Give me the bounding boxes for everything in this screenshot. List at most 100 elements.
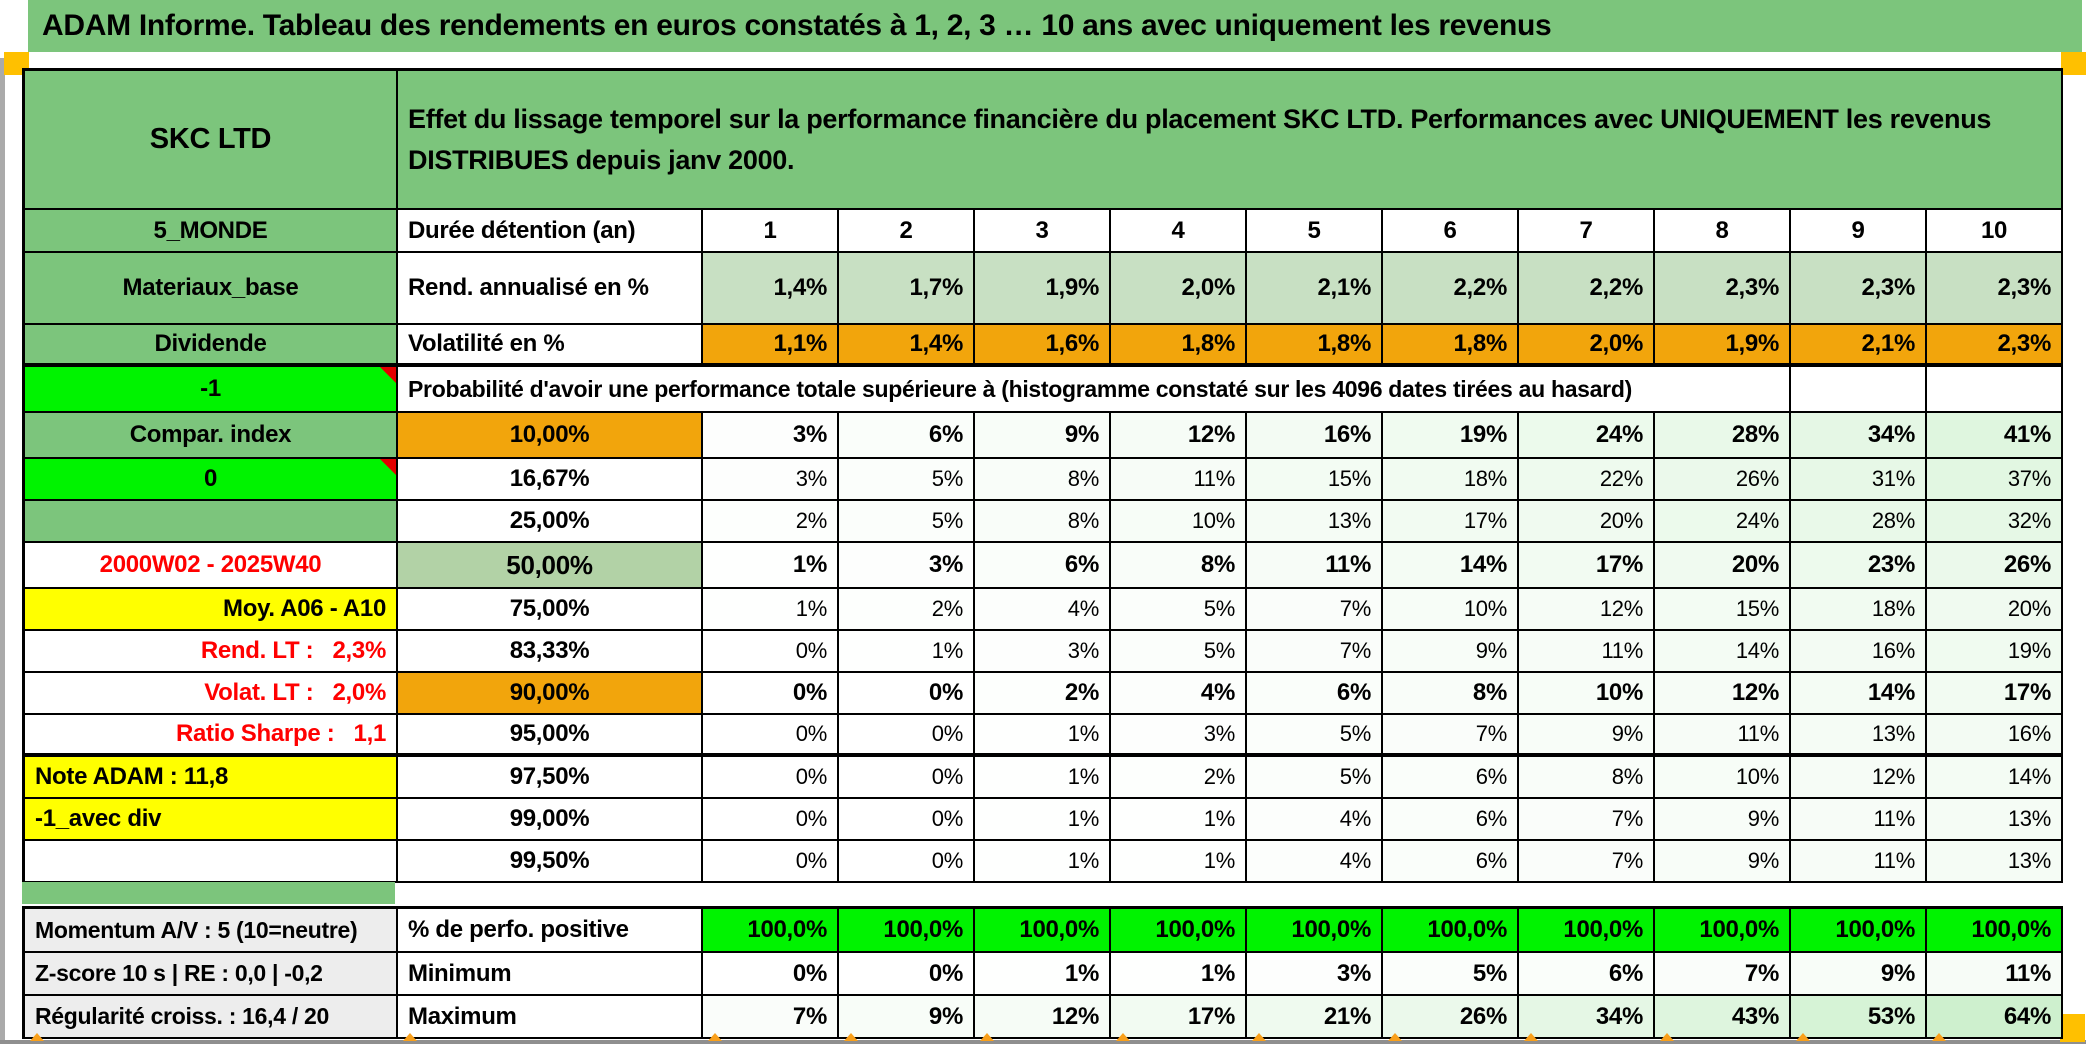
summary-row-1-label[interactable]: % de perfo. positive [398,909,703,953]
description-cell[interactable]: Effet du lissage temporel sur la perform… [398,71,2063,210]
prob-value-5-1[interactable]: 1% [703,589,839,631]
prob-value-1-7[interactable]: 24% [1519,413,1655,459]
prob-value-3-7[interactable]: 20% [1519,501,1655,543]
prob-value-1-5[interactable]: 16% [1247,413,1383,459]
prob-value-2-7[interactable]: 22% [1519,459,1655,501]
prob-value-10-4[interactable]: 1% [1111,799,1247,841]
prob-value-7-6[interactable]: 8% [1383,673,1519,715]
annualized-value-8[interactable]: 2,3% [1655,253,1791,325]
prob-row-4-left[interactable]: 2000W02 - 2025W40 [25,543,398,589]
summary-value-2-6[interactable]: 5% [1383,953,1519,996]
prob-value-5-10[interactable]: 20% [1927,589,2063,631]
volatility-value-9[interactable]: 2,1% [1791,325,1927,367]
probability-note-empty-2[interactable] [1927,367,2063,413]
summary-value-1-10[interactable]: 100,0% [1927,909,2063,953]
prob-value-7-2[interactable]: 0% [839,673,975,715]
prob-value-10-5[interactable]: 4% [1247,799,1383,841]
annualized-label-cell[interactable]: Rend. annualisé en % [398,253,703,325]
prob-row-11-left[interactable] [25,841,398,883]
prob-value-9-10[interactable]: 14% [1927,757,2063,799]
prob-value-8-4[interactable]: 3% [1111,715,1247,757]
prob-value-1-1[interactable]: 3% [703,413,839,459]
summary-value-3-10[interactable]: 64% [1927,996,2063,1039]
green-spacer-cell[interactable] [22,882,395,904]
prob-threshold-5[interactable]: 75,00% [398,589,703,631]
prob-value-7-9[interactable]: 14% [1791,673,1927,715]
prob-value-8-5[interactable]: 5% [1247,715,1383,757]
summary-value-1-6[interactable]: 100,0% [1383,909,1519,953]
prob-value-8-8[interactable]: 11% [1655,715,1791,757]
probability-note-cell[interactable]: Probabilité d'avoir une performance tota… [398,367,1791,413]
prob-value-6-9[interactable]: 16% [1791,631,1927,673]
prob-value-11-6[interactable]: 6% [1383,841,1519,883]
prob-value-8-2[interactable]: 0% [839,715,975,757]
prob-value-10-9[interactable]: 11% [1791,799,1927,841]
prob-value-5-4[interactable]: 5% [1111,589,1247,631]
prob-value-8-10[interactable]: 16% [1927,715,2063,757]
prob-value-10-6[interactable]: 6% [1383,799,1519,841]
annualized-value-6[interactable]: 2,2% [1383,253,1519,325]
prob-value-1-4[interactable]: 12% [1111,413,1247,459]
prob-value-3-2[interactable]: 5% [839,501,975,543]
volatility-left-cell[interactable]: Dividende [25,325,398,367]
prob-value-5-2[interactable]: 2% [839,589,975,631]
annualized-value-9[interactable]: 2,3% [1791,253,1927,325]
prob-value-1-6[interactable]: 19% [1383,413,1519,459]
fund-name-cell[interactable]: SKC LTD [25,71,398,210]
prob-value-9-3[interactable]: 1% [975,757,1111,799]
prob-value-11-7[interactable]: 7% [1519,841,1655,883]
prob-value-5-8[interactable]: 15% [1655,589,1791,631]
prob-value-6-1[interactable]: 0% [703,631,839,673]
prob-value-3-8[interactable]: 24% [1655,501,1791,543]
duration-label-cell[interactable]: Durée détention (an) [398,210,703,253]
annualized-value-5[interactable]: 2,1% [1247,253,1383,325]
prob-value-11-9[interactable]: 11% [1791,841,1927,883]
probability-note-empty-1[interactable] [1791,367,1927,413]
prob-value-8-3[interactable]: 1% [975,715,1111,757]
prob-value-9-2[interactable]: 0% [839,757,975,799]
prob-value-3-6[interactable]: 17% [1383,501,1519,543]
prob-value-4-6[interactable]: 14% [1383,543,1519,589]
prob-value-2-10[interactable]: 37% [1927,459,2063,501]
prob-value-2-8[interactable]: 26% [1655,459,1791,501]
prob-value-2-4[interactable]: 11% [1111,459,1247,501]
prob-value-10-8[interactable]: 9% [1655,799,1791,841]
prob-value-5-9[interactable]: 18% [1791,589,1927,631]
prob-value-2-2[interactable]: 5% [839,459,975,501]
summary-value-3-8[interactable]: 43% [1655,996,1791,1039]
prob-threshold-10[interactable]: 99,00% [398,799,703,841]
prob-value-9-6[interactable]: 6% [1383,757,1519,799]
prob-value-7-1[interactable]: 0% [703,673,839,715]
prob-value-3-9[interactable]: 28% [1791,501,1927,543]
prob-value-1-10[interactable]: 41% [1927,413,2063,459]
prob-row-9-left[interactable]: Note ADAM : 11,8 [25,757,398,799]
summary-value-3-1[interactable]: 7% [703,996,839,1039]
prob-value-6-4[interactable]: 5% [1111,631,1247,673]
prob-value-5-6[interactable]: 10% [1383,589,1519,631]
duration-col-4[interactable]: 4 [1111,210,1247,253]
summary-value-1-8[interactable]: 100,0% [1655,909,1791,953]
prob-row-2-left[interactable]: 0 [25,459,398,501]
volatility-value-1[interactable]: 1,1% [703,325,839,367]
duration-col-8[interactable]: 8 [1655,210,1791,253]
prob-value-3-1[interactable]: 2% [703,501,839,543]
prob-value-6-6[interactable]: 9% [1383,631,1519,673]
prob-value-10-2[interactable]: 0% [839,799,975,841]
duration-col-3[interactable]: 3 [975,210,1111,253]
prob-value-7-4[interactable]: 4% [1111,673,1247,715]
summary-value-3-4[interactable]: 17% [1111,996,1247,1039]
summary-value-1-3[interactable]: 100,0% [975,909,1111,953]
prob-value-1-3[interactable]: 9% [975,413,1111,459]
volatility-value-5[interactable]: 1,8% [1247,325,1383,367]
prob-value-3-3[interactable]: 8% [975,501,1111,543]
prob-value-11-8[interactable]: 9% [1655,841,1791,883]
prob-value-1-8[interactable]: 28% [1655,413,1791,459]
duration-col-7[interactable]: 7 [1519,210,1655,253]
summary-value-3-6[interactable]: 26% [1383,996,1519,1039]
annualized-value-7[interactable]: 2,2% [1519,253,1655,325]
summary-value-2-7[interactable]: 6% [1519,953,1655,996]
summary-row-2-label[interactable]: Minimum [398,953,703,996]
summary-row-3-left[interactable]: Régularité croiss. : 16,4 / 20 [25,996,398,1039]
prob-value-2-5[interactable]: 15% [1247,459,1383,501]
prob-threshold-3[interactable]: 25,00% [398,501,703,543]
